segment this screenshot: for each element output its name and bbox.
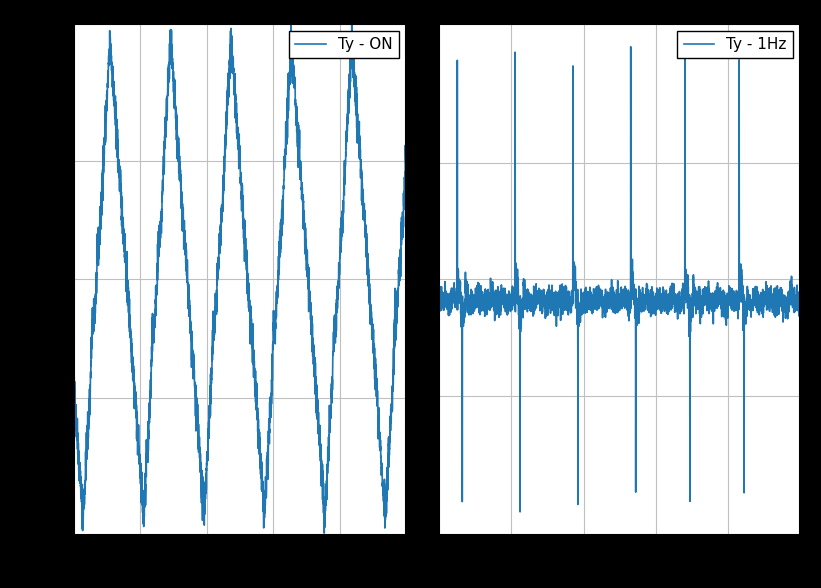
- Legend: Ty - 1Hz: Ty - 1Hz: [677, 31, 793, 58]
- Legend: Ty - ON: Ty - ON: [289, 31, 399, 58]
